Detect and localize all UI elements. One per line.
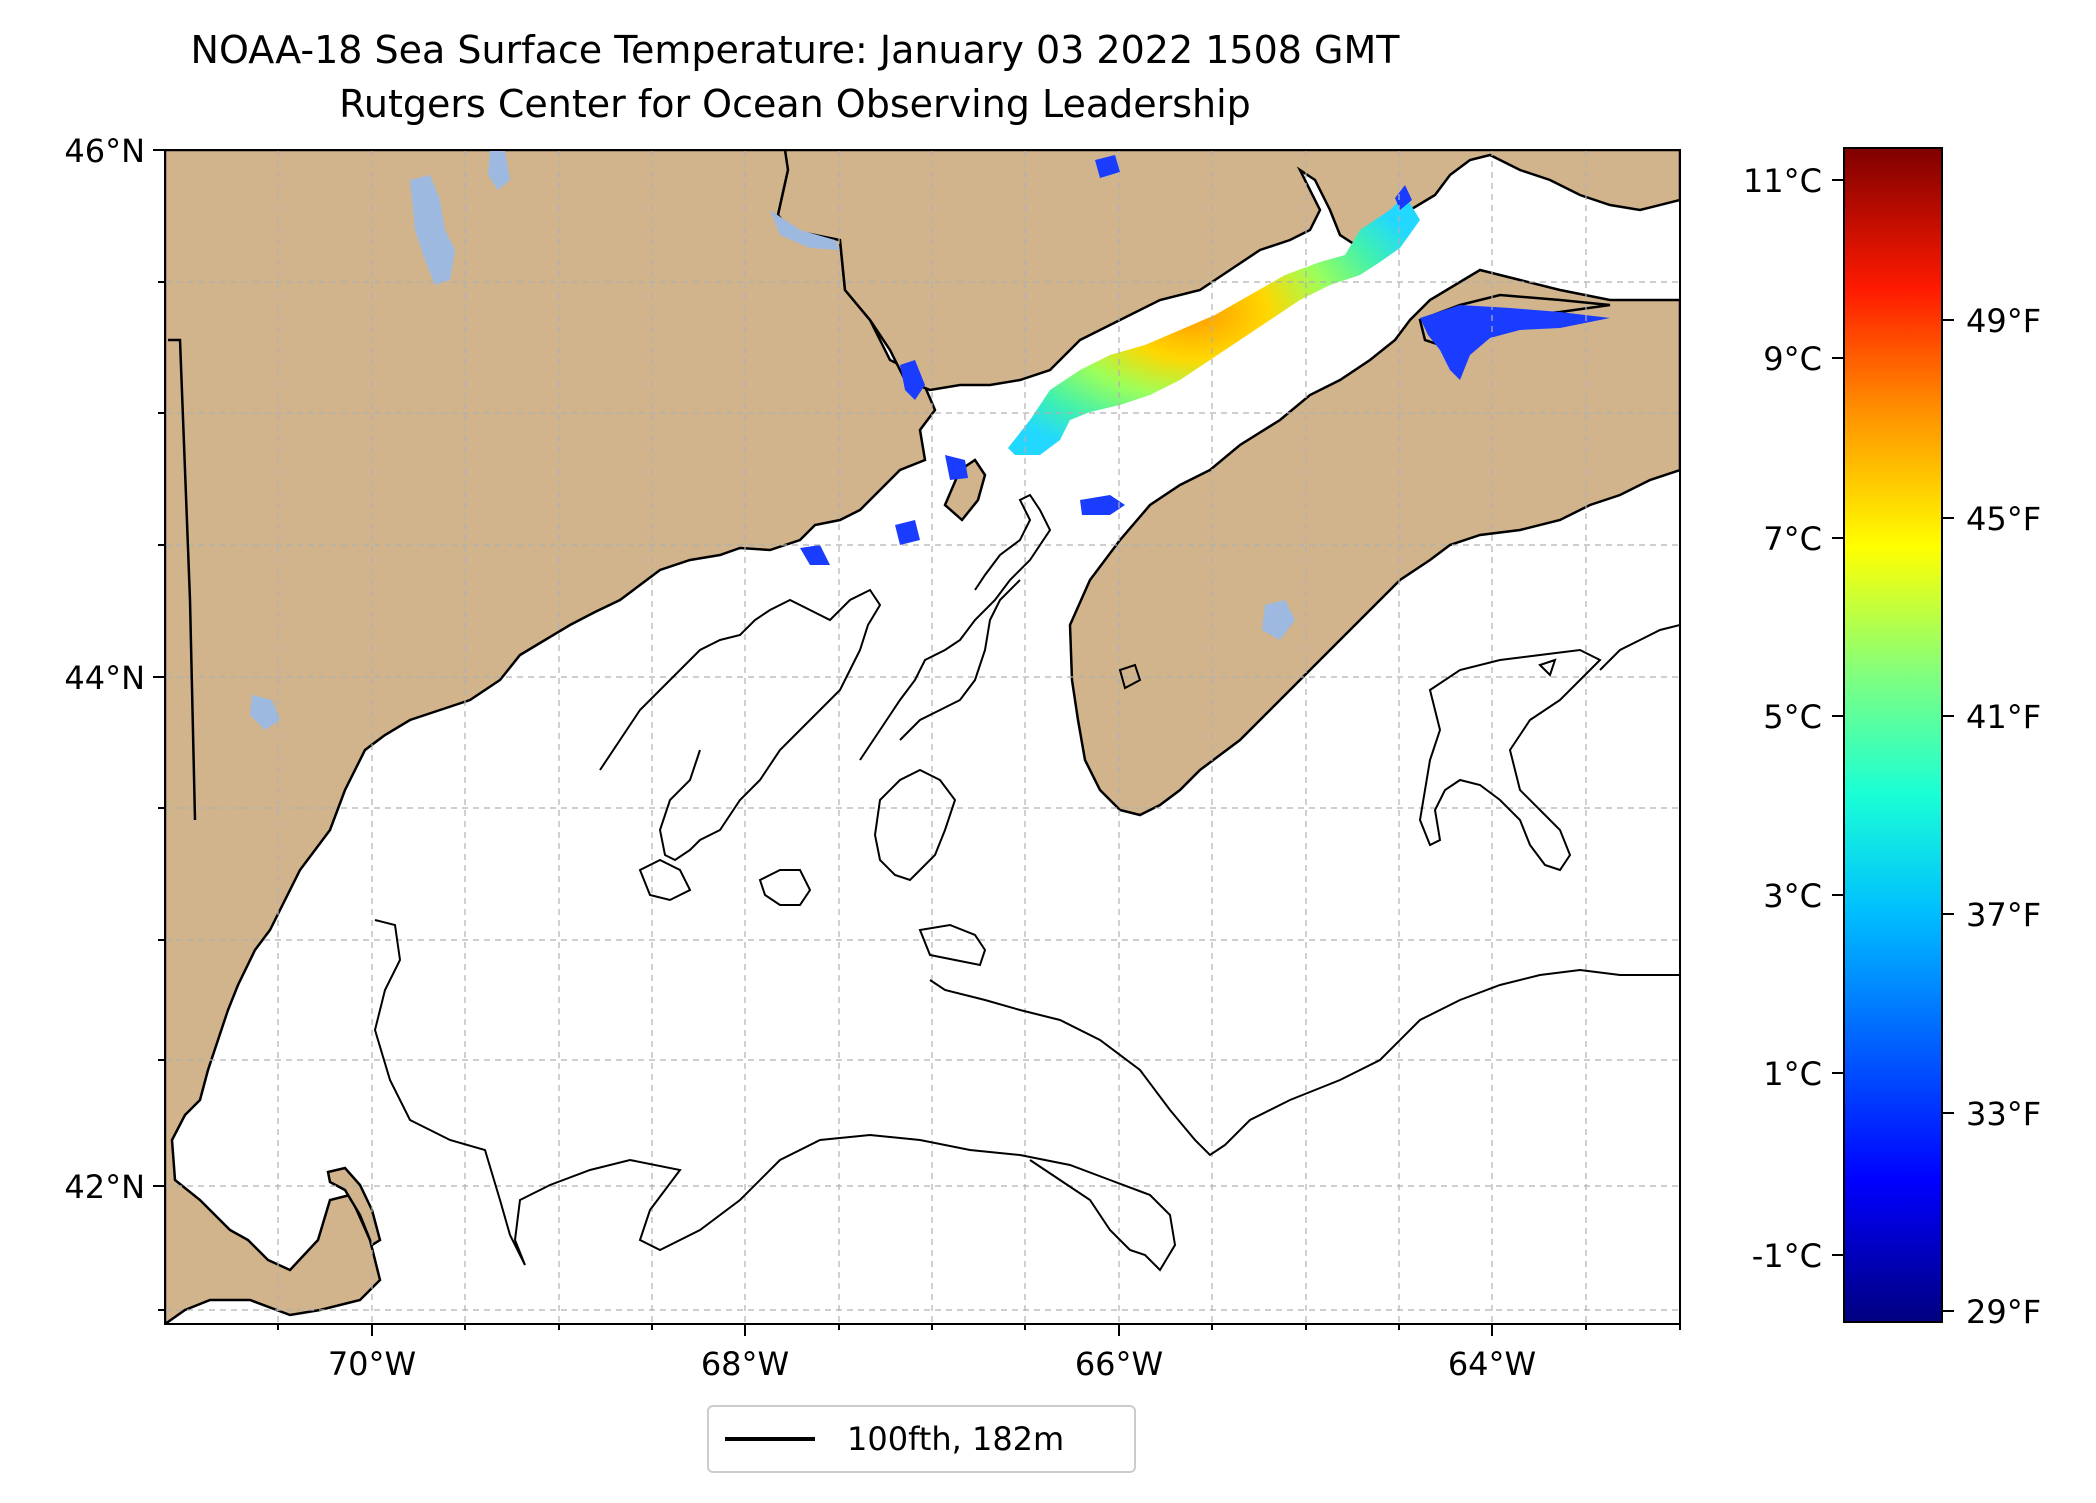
colorbar-f-45: 45°F <box>1966 500 2041 538</box>
lat-axis <box>153 149 165 1311</box>
isobath-100fth <box>373 493 1680 1272</box>
colorbar <box>1843 147 1943 1323</box>
lon-label-70: 70°W <box>328 1345 416 1383</box>
sst-blue-edge-5 <box>800 545 830 565</box>
map-area <box>165 150 1680 1324</box>
colorbar-f-49: 49°F <box>1966 302 2041 340</box>
isobath-gulf-basin-2 <box>859 493 1052 761</box>
lat-label-42: 42°N <box>64 1168 145 1206</box>
colorbar-c-9: 9°C <box>1763 340 1822 378</box>
colorbar-f-29: 29°F <box>1966 1293 2041 1331</box>
map-title: NOAA-18 Sea Surface Temperature: January… <box>190 28 1400 72</box>
colorbar-c-7: 7°C <box>1763 520 1822 558</box>
isobath-gulf-basin-6 <box>638 858 692 902</box>
graticule <box>165 150 1680 1324</box>
isobath-small-2 <box>1538 658 1557 677</box>
lat-label-44: 44°N <box>64 659 145 697</box>
sst-blue-edge-4 <box>895 520 920 545</box>
colorbar-f-37: 37°F <box>1966 896 2041 934</box>
colorbar-c-1: 1°C <box>1763 1055 1822 1093</box>
colorbar-fahrenheit-ticks <box>1942 319 1954 1312</box>
lat-label-46: 46°N <box>64 132 145 170</box>
isobath-maine-inner <box>899 579 1021 741</box>
colorbar-celsius-ticks <box>1832 179 1844 1256</box>
isobath-gulf-basin-4 <box>918 923 987 967</box>
lake-winnipesaukee <box>250 695 280 730</box>
colorbar-f-33: 33°F <box>1966 1095 2041 1133</box>
lon-label-68: 68°W <box>701 1345 789 1383</box>
colorbar-f-41: 41°F <box>1966 698 2041 736</box>
lake-border <box>770 210 840 250</box>
sst-blue-edge-2 <box>900 360 925 400</box>
isobath-jordan-basin <box>1418 648 1602 872</box>
lon-label-64: 64°W <box>1448 1345 1536 1383</box>
land-nova-scotia <box>1068 268 1680 817</box>
isobath-gulf-basin-5 <box>758 869 812 906</box>
legend: 100fth, 182m <box>707 1405 1136 1473</box>
isobath-scotian-shelf <box>929 968 1680 1157</box>
isobath-nova-scotia-inner <box>1599 624 1680 671</box>
border-line <box>168 338 197 821</box>
legend-line-swatch <box>725 1437 815 1441</box>
land-new-brunswick <box>776 150 1680 392</box>
lake-moosehead <box>410 175 455 285</box>
lon-axis <box>277 1324 1681 1336</box>
sst-bay-of-fundy <box>1008 195 1420 455</box>
legend-label: 100fth, 182m <box>847 1420 1065 1458</box>
sst-blue-edge-1 <box>1080 495 1125 515</box>
lon-label-66: 66°W <box>1075 1345 1163 1383</box>
lake-small-north <box>488 150 510 190</box>
colorbar-c-5: 5°C <box>1763 698 1822 736</box>
map-subtitle: Rutgers Center for Ocean Observing Leade… <box>339 82 1251 126</box>
sst-blue-edge-6 <box>1095 155 1120 178</box>
isobath-gulf-basin-1 <box>599 588 882 862</box>
land-new-england <box>165 150 937 1324</box>
lake-nova-scotia <box>1262 600 1295 640</box>
isobath-georges-bank <box>373 919 1177 1272</box>
colorbar-c-11: 11°C <box>1743 162 1822 200</box>
map-frame <box>164 149 1681 1325</box>
land-cape-cod <box>326 1166 382 1247</box>
isobath-gulf-basin-3 <box>873 768 957 882</box>
sst-minas-basin <box>1420 305 1610 380</box>
isobath-small-1 <box>1118 663 1142 690</box>
colorbar-c-minus1: -1°C <box>1752 1237 1822 1275</box>
sst-blue-edge-7 <box>1395 185 1412 210</box>
colorbar-c-3: 3°C <box>1763 877 1822 915</box>
sst-blue-edge-3 <box>945 455 968 480</box>
